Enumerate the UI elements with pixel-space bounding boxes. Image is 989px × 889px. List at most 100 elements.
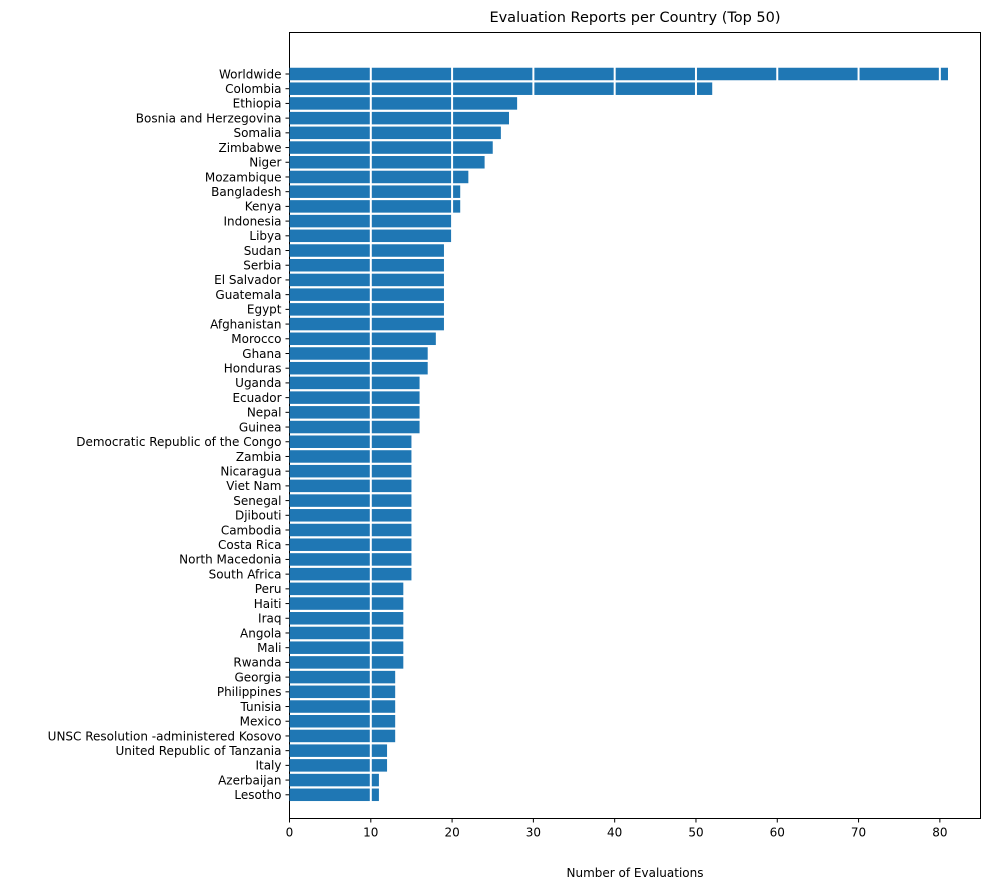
bar — [289, 656, 404, 669]
y-tick-label: Guinea — [239, 420, 282, 434]
bar — [289, 744, 388, 757]
bar — [289, 303, 444, 316]
x-axis-label: Number of Evaluations — [567, 866, 704, 880]
x-tick-label: 60 — [770, 826, 785, 840]
bar — [289, 376, 420, 390]
bar — [289, 97, 518, 110]
y-tick-label: South Africa — [209, 567, 282, 581]
y-tick-label: El Salvador — [214, 273, 281, 287]
bar — [289, 361, 428, 375]
x-tick-label: 80 — [932, 826, 947, 840]
y-tick-label: Peru — [255, 582, 282, 596]
bar — [289, 288, 444, 301]
bar — [289, 788, 379, 802]
y-tick-label: Nicaragua — [220, 464, 281, 478]
bar — [289, 141, 493, 154]
bar — [289, 641, 404, 654]
bar — [289, 273, 444, 287]
bar — [289, 347, 428, 360]
y-tick-label: North Macedonia — [179, 553, 281, 567]
y-tick-label: UNSC Resolution -administered Kosovo — [48, 729, 282, 743]
bar — [289, 494, 412, 507]
y-tick-label: Worldwide — [219, 67, 282, 81]
y-tick-label: Morocco — [231, 332, 281, 346]
bar — [289, 170, 469, 184]
y-tick-label: Indonesia — [223, 214, 281, 228]
y-tick-label: Lesotho — [234, 788, 281, 802]
y-tick-label: Mexico — [240, 715, 282, 729]
y-tick-label: Djibouti — [235, 509, 282, 523]
x-tick-label: 20 — [444, 826, 459, 840]
y-tick-label: Bangladesh — [211, 185, 281, 199]
chart-title: Evaluation Reports per Country (Top 50) — [489, 10, 780, 26]
y-tick-label: Ghana — [242, 347, 281, 361]
y-tick-label: Ethiopia — [233, 97, 282, 111]
x-axis-ticks: 0 10 20 30 40 50 60 70 80 — [286, 818, 947, 840]
y-tick-label: Philippines — [217, 685, 282, 699]
bar — [289, 612, 404, 625]
bar — [289, 597, 404, 610]
y-tick-label: Ecuador — [232, 391, 281, 405]
y-tick-label: Colombia — [225, 82, 281, 96]
bar — [289, 773, 379, 787]
bar — [289, 759, 388, 772]
y-tick-label: Afghanistan — [210, 317, 281, 331]
y-tick-label: Serbia — [243, 259, 281, 273]
bar — [289, 435, 412, 448]
y-tick-label: Uganda — [235, 376, 281, 390]
y-tick-label: Niger — [249, 156, 281, 170]
bar — [289, 317, 444, 331]
bar — [289, 82, 713, 95]
y-tick-label: Kenya — [245, 200, 282, 214]
y-tick-label: United Republic of Tanzania — [116, 744, 282, 758]
bar — [289, 567, 412, 581]
y-tick-label: Egypt — [247, 303, 282, 317]
bar — [289, 258, 444, 272]
y-tick-label: Sudan — [244, 244, 282, 258]
y-tick-label: Nepal — [247, 406, 282, 420]
bar — [289, 111, 509, 125]
bar — [289, 729, 396, 743]
y-tick-label: Angola — [240, 626, 281, 640]
y-tick-label: Iraq — [258, 612, 281, 626]
bar — [289, 700, 396, 713]
bar — [289, 67, 948, 81]
bar — [289, 391, 420, 404]
y-tick-label: Georgia — [234, 670, 281, 684]
bar — [289, 523, 412, 537]
bar — [289, 626, 404, 640]
bar — [289, 670, 396, 684]
x-tick-label: 70 — [851, 826, 866, 840]
x-tick-label: 30 — [526, 826, 541, 840]
y-tick-label: Tunisia — [240, 700, 282, 714]
y-tick-label: Rwanda — [233, 656, 281, 670]
bar — [289, 553, 412, 566]
bar — [289, 714, 396, 728]
x-tick-label: 50 — [688, 826, 703, 840]
y-tick-label: Libya — [249, 229, 281, 243]
y-tick-label: Zimbabwe — [218, 141, 281, 155]
bar — [289, 509, 412, 522]
x-tick-label: 10 — [363, 826, 378, 840]
bar — [289, 538, 412, 551]
y-tick-label: Mali — [257, 641, 281, 655]
y-tick-label: Haiti — [254, 597, 282, 611]
bar — [289, 406, 420, 419]
bar — [289, 464, 412, 478]
bar — [289, 685, 396, 699]
y-tick-label: Mozambique — [205, 170, 282, 184]
y-tick-label: Bosnia and Herzegovina — [136, 111, 282, 125]
y-tick-label: Costa Rica — [218, 538, 281, 552]
bar — [289, 332, 436, 346]
y-tick-label: Zambia — [236, 450, 282, 464]
bar — [289, 479, 412, 493]
y-tick-label: Viet Nam — [226, 479, 281, 493]
bar — [289, 126, 501, 140]
y-tick-label: Democratic Republic of the Congo — [76, 435, 281, 449]
y-tick-label: Guatemala — [215, 288, 281, 302]
bar — [289, 185, 461, 198]
y-tick-label: Senegal — [233, 494, 281, 508]
bars-group — [289, 67, 948, 802]
